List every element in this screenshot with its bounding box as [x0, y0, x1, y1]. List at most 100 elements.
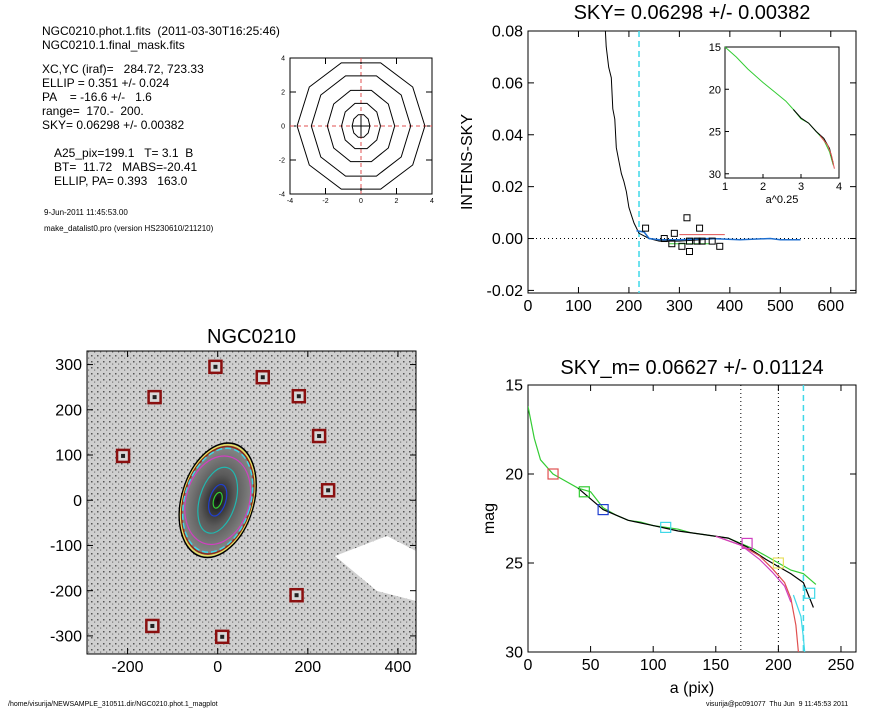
- image-xtick-label: 400: [385, 659, 412, 676]
- contour-xtick-label: 0: [359, 198, 363, 205]
- isophote-ellipse-1: [179, 443, 256, 557]
- inset-series-2: [819, 135, 835, 169]
- mask-title: NGC0210.1.final_mask.fits: [42, 38, 185, 52]
- mag-xtick-label: 50: [582, 657, 600, 674]
- sky-xtick-label: 100: [565, 298, 592, 315]
- sky-box-marker: [660, 235, 668, 243]
- param2-line-2: BT= 11.72 MABS=-20.41: [54, 160, 198, 174]
- mag-xtick-label: 100: [640, 657, 667, 674]
- isophote-ellipse-2: [180, 445, 255, 555]
- inset-xtick-label: 1: [722, 181, 728, 193]
- sky-box-marker: [716, 242, 724, 250]
- mag-xtick-label: 200: [765, 657, 792, 674]
- param-line-3: PA = -16.6 +/- 1.6: [42, 90, 152, 104]
- image-ytick-label: -100: [50, 538, 82, 555]
- param-line-2: ELLIP = 0.351 +/- 0.024: [42, 76, 170, 90]
- mag-marker: [804, 587, 816, 599]
- inset-ytick-label: 15: [709, 42, 721, 54]
- file-title: NGC0210.phot.1.fits (2011-03-30T16:25:46…: [42, 24, 280, 38]
- image-ytick-label: 0: [73, 493, 82, 510]
- image-ytick-label: 300: [55, 357, 82, 374]
- image-xtick-label: 0: [213, 659, 222, 676]
- isophote-ellipse-5: [197, 466, 239, 534]
- mag-xtick-label: 0: [524, 657, 533, 674]
- mag-series-0: [528, 406, 817, 585]
- param2-line-3: ELLIP, PA= 0.393 163.0: [54, 174, 188, 188]
- footer-user: visurija@pc091077 Thu Jun 9 11:45:53 201…: [706, 701, 849, 708]
- sky-box-marker: [685, 247, 693, 255]
- sky-ytick-label: 0.08: [492, 24, 523, 41]
- sky-ylabel: INTENS-SKY: [459, 114, 476, 210]
- sky-ytick-label: -0.02: [487, 283, 524, 300]
- image-ytick-label: -300: [50, 629, 82, 646]
- mag-series-group: [528, 406, 817, 652]
- footer-path: /home/visurija/NEWSAMPLE_310511.dir/NGC0…: [8, 701, 218, 708]
- date-line: 9-Jun-2011 11:45:53.00: [44, 208, 128, 217]
- inset-xtick-label: 3: [798, 181, 804, 193]
- star-core: [294, 593, 299, 598]
- sky-xtick-label: 0: [524, 298, 533, 315]
- inset-ytick-label: 25: [709, 127, 721, 139]
- sky-xtick-label: 600: [817, 298, 844, 315]
- mag-marker: [597, 504, 609, 516]
- star-core: [260, 375, 265, 380]
- sky-box-marker: [670, 229, 678, 237]
- sky-box-marker: [685, 237, 693, 245]
- image-ytick-label: -200: [50, 583, 82, 600]
- mag-ytick-label: 15: [505, 378, 523, 395]
- mag-xlabel: a (pix): [670, 680, 714, 697]
- contour-xtick-label: 4: [430, 198, 434, 205]
- inset-xtick-label: 2: [760, 181, 766, 193]
- mag-marker: [772, 557, 784, 569]
- image-mask-blank: [335, 536, 416, 601]
- star-core: [213, 364, 218, 369]
- sky-box-marker: [668, 240, 676, 248]
- isophote-ellipse-4: [184, 455, 252, 546]
- inset-xtick-label: 4: [836, 181, 842, 193]
- sky-box-marker: [708, 237, 716, 245]
- mag-marker: [741, 537, 753, 550]
- contour-xtick-label: 2: [395, 198, 399, 205]
- mag-xtick-label: 150: [702, 657, 729, 674]
- contour-level-2: [326, 89, 396, 163]
- mag-marker: [578, 486, 590, 498]
- image-xtick-label: -200: [112, 659, 144, 676]
- contour-ytick-label: 2: [281, 89, 285, 96]
- isophote-ellipse-3: [181, 447, 254, 553]
- sky-ytick-label: 0.00: [492, 231, 523, 248]
- param-line-5: SKY= 0.06298 +/- 0.00382: [42, 118, 185, 132]
- sky-box-marker: [696, 224, 704, 232]
- star-core: [220, 634, 225, 639]
- mag-ytick-label: 20: [505, 467, 523, 484]
- mag-marker: [660, 521, 672, 534]
- contour-level-3: [340, 102, 381, 150]
- contour-ytick-label: 0: [281, 123, 285, 130]
- sky-box-marker: [693, 237, 701, 245]
- sky-box-marker: [683, 214, 691, 222]
- star-core: [152, 395, 157, 400]
- program-line: make_datalist0.pro (version HS230610/211…: [44, 224, 214, 233]
- sky-ytick-label: 0.06: [492, 75, 523, 92]
- sky-xtick-label: 300: [666, 298, 693, 315]
- inset-frame: [724, 46, 840, 179]
- isophote-ellipse-0: [178, 442, 257, 559]
- sky-frame: [527, 30, 857, 294]
- inset-ytick-label: 20: [709, 84, 721, 96]
- contour-level-1: [310, 75, 412, 177]
- star-core: [296, 394, 301, 399]
- param-line-4: range= 170.- 200.: [42, 104, 144, 118]
- contour-level-0: [296, 62, 426, 190]
- mag-marker: [547, 468, 559, 480]
- param2-line-1: A25_pix=199.1 T= 3.1 B: [54, 146, 194, 160]
- sky-xtick-label: 500: [767, 298, 794, 315]
- isophote-ellipse-6: [208, 483, 228, 517]
- mag-title: SKY_m= 0.06627 +/- 0.01124: [560, 357, 823, 379]
- sky-profile-blue: [636, 229, 801, 241]
- image-ytick-label: 100: [55, 448, 82, 465]
- contour-ytick-label: -2: [279, 157, 285, 164]
- image-xtick-label: 200: [294, 659, 321, 676]
- star-core: [121, 453, 126, 458]
- contour-ytick-label: 4: [281, 55, 285, 62]
- inset-ytick-label: 30: [709, 169, 721, 181]
